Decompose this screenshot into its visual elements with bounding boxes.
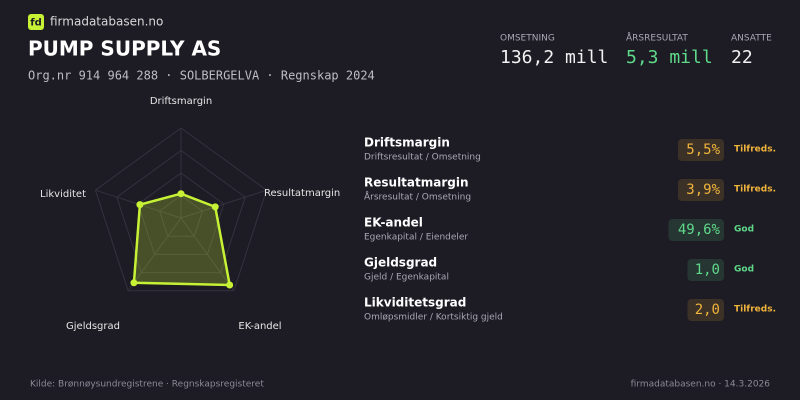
company-name: PUMP SUPPLY AS (28, 37, 221, 61)
metric-name: Driftsmargin (364, 136, 450, 150)
stat-value: 22 (731, 47, 753, 68)
metric-formula: Egenkapital / Eiendeler (364, 233, 468, 243)
metric-value: 1,0 (695, 262, 720, 278)
spoke (180, 217, 235, 292)
grid-ring (137, 172, 225, 255)
radar-area (132, 192, 232, 287)
metric-badge (687, 299, 724, 321)
radar-point (130, 279, 138, 287)
metric-name: Likviditetsgrad (364, 296, 466, 310)
logo-box (28, 14, 44, 30)
metric-value: 49,6% (678, 222, 721, 238)
spoke (180, 189, 267, 219)
metric-rating: Tilfreds. (734, 305, 776, 315)
metric-formula: Gjeld / Egenkapital (364, 273, 449, 283)
stat-value: 136,2 mill (500, 47, 608, 68)
radar-point (136, 201, 144, 209)
metric-formula: Omløpsmidler / Kortsiktig gjeld (364, 313, 503, 323)
metric-value: 5,5% (686, 142, 720, 158)
metric-value: 2,0 (695, 302, 720, 318)
metric-rating: God (734, 225, 754, 235)
metric-rating: God (734, 265, 754, 275)
footer-site: firmadatabasen.no · 14.3.2026 (631, 380, 771, 390)
spoke (127, 217, 182, 292)
radar-label: Driftsmargin (150, 96, 212, 107)
metric-name: Gjeldsgrad (364, 256, 437, 270)
stat-label: ANSATTE (731, 34, 772, 44)
radar-label: Resultatmargin (264, 188, 340, 199)
metric-badge (687, 259, 724, 281)
company-meta: Org.nr 914 964 288 · SOLBERGELVA · Regns… (28, 69, 375, 83)
logo: fd (30, 18, 42, 29)
radar-point (177, 190, 185, 198)
radar-label: EK-andel (238, 321, 281, 332)
metric-badge (668, 219, 724, 241)
metric-value: 3,9% (686, 182, 720, 198)
radar-label: Likviditet (40, 189, 86, 200)
footer-source: Kilde: Brønnøysundregistrene · Regnskaps… (30, 380, 264, 390)
radar-point (211, 203, 219, 211)
radar-point (226, 281, 234, 289)
metric-name: EK-andel (364, 216, 423, 230)
metric-badge (678, 179, 724, 201)
radar-label: Gjeldsgrad (66, 321, 120, 332)
grid-ring (94, 127, 268, 292)
metric-rating: Tilfreds. (734, 185, 776, 195)
stat-label: ÅRSRESULTAT (626, 32, 688, 44)
metric-formula: Årsresultat / Omsetning (364, 191, 471, 203)
metric-badge (678, 139, 724, 161)
stat-label: OMSETNING (500, 34, 555, 44)
grid-ring (159, 194, 203, 237)
grid-ring (116, 149, 246, 274)
metric-formula: Driftsresultat / Omsetning (364, 153, 481, 163)
metric-name: Resultatmargin (364, 176, 469, 190)
metric-rating: Tilfreds. (734, 145, 776, 155)
stat-value: 5,3 mill (626, 47, 713, 68)
brand: firmadatabasen.no (50, 15, 163, 29)
